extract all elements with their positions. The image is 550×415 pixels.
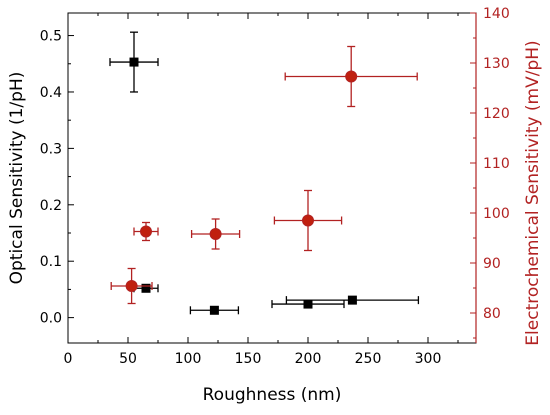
right-y-tick-label: 90	[483, 256, 501, 272]
x-tick-label: 250	[355, 351, 382, 367]
electrochemical-point	[110, 267, 153, 305]
optical-point	[271, 299, 345, 309]
circle-marker	[125, 280, 138, 292]
square-marker	[347, 295, 357, 305]
optical-point	[285, 295, 420, 305]
square-marker	[141, 283, 151, 293]
right-y-axis-title: Electrochemical Sensitivity (mV/pH)	[523, 40, 543, 345]
left-y-tick-label: 0.1	[40, 254, 62, 270]
right-y-tick-label: 100	[483, 206, 510, 222]
x-axis-title: Roughness (nm)	[203, 385, 342, 405]
circle-marker	[140, 225, 152, 238]
electrochemical-point	[273, 189, 343, 252]
electrochemical-point	[133, 221, 159, 242]
x-tick-label: 0	[64, 351, 73, 367]
right-y-tick-label: 120	[483, 106, 510, 122]
circle-marker	[345, 70, 358, 83]
right-y-tick-label: 140	[483, 6, 510, 22]
electrochemical-point	[190, 218, 241, 250]
optical-point	[133, 283, 159, 293]
x-tick-label: 300	[415, 351, 442, 367]
left-y-tick-label: 0.2	[40, 198, 62, 214]
x-tick-label: 150	[235, 351, 262, 367]
square-marker	[129, 57, 139, 67]
right-y-tick-label: 110	[483, 156, 510, 172]
square-marker	[209, 305, 219, 315]
left-y-axis-title: Optical Sensitivity (1/pH)	[7, 72, 27, 285]
electrochemical-point	[284, 45, 418, 108]
circle-marker	[302, 214, 314, 227]
optical-point	[189, 305, 240, 315]
chart-marks	[109, 31, 420, 315]
x-tick-label: 200	[295, 351, 322, 367]
x-tick-label: 50	[119, 351, 137, 367]
left-y-tick-label: 0.3	[40, 141, 62, 157]
axis-ticks: 0 50 100 150 200 250 300 0.0 0.1 0.2 0.3 0.4 0.5 80 90…	[40, 6, 510, 367]
left-y-tick-label: 0.0	[40, 311, 62, 327]
square-marker	[303, 299, 313, 309]
left-y-tick-label: 0.4	[40, 85, 62, 101]
x-tick-label: 100	[175, 351, 202, 367]
right-y-tick-label: 130	[483, 56, 510, 72]
left-y-tick-label: 0.5	[40, 29, 62, 45]
right-y-tick-label: 80	[483, 306, 501, 322]
optical-point	[109, 31, 159, 93]
circle-marker	[209, 228, 222, 240]
